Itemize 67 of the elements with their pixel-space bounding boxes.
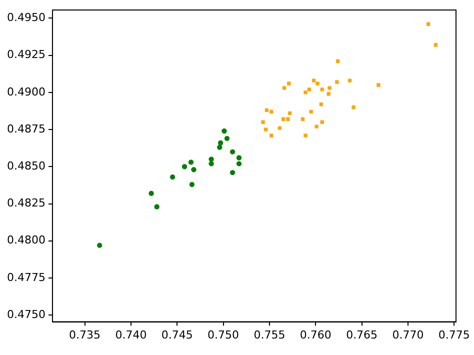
point [148, 190, 154, 196]
point [264, 128, 268, 132]
point [208, 156, 214, 162]
x-tick-label: 0.775 [438, 328, 470, 342]
y-tick-label: 0.4800 [6, 234, 46, 247]
point [230, 170, 236, 176]
point [326, 92, 330, 96]
x-tick-label: 0.765 [346, 328, 378, 342]
point [236, 155, 242, 160]
point [222, 128, 227, 134]
point [269, 110, 274, 114]
x-tick-label: 0.750 [208, 328, 240, 342]
point [376, 83, 380, 87]
point [170, 174, 176, 180]
y-tick-label: 0.4950 [6, 11, 46, 24]
point [348, 78, 352, 82]
point [286, 117, 290, 121]
x-tick-label: 0.760 [300, 328, 332, 342]
y-tick-label: 0.4775 [6, 270, 46, 284]
point [281, 117, 286, 121]
point [191, 167, 196, 172]
point [434, 43, 438, 47]
point [217, 144, 222, 150]
point [224, 136, 230, 142]
point [314, 124, 318, 128]
point [188, 160, 194, 165]
point [320, 88, 324, 92]
point [312, 78, 316, 82]
point [307, 88, 312, 92]
y-tick-label: 0.4850 [6, 160, 46, 172]
point [328, 86, 332, 90]
point [208, 161, 214, 166]
x-tick-label: 0.735 [69, 328, 101, 342]
point [320, 120, 324, 124]
x-tick-label: 0.745 [161, 328, 193, 342]
x-tick-label: 0.740 [115, 328, 147, 342]
point [426, 22, 430, 26]
x-tick-label: 0.770 [392, 328, 424, 342]
point [236, 161, 242, 166]
x-tick-label: 0.755 [254, 328, 286, 342]
point [287, 82, 291, 86]
point [264, 108, 269, 112]
point [352, 105, 356, 110]
point [288, 111, 292, 116]
y-tick-label: 0.4900 [6, 85, 46, 98]
point [96, 242, 102, 248]
point [182, 164, 188, 170]
point [278, 126, 282, 130]
y-tick-label: 0.4825 [6, 196, 46, 210]
point [335, 80, 339, 84]
point [218, 140, 224, 146]
point [300, 117, 305, 121]
point [282, 86, 286, 90]
point [189, 182, 195, 188]
point [319, 102, 324, 106]
point [336, 59, 340, 64]
point [261, 120, 265, 124]
y-tick-label: 0.4925 [6, 48, 46, 62]
point [304, 134, 308, 138]
y-tick-label: 0.4875 [6, 122, 46, 136]
point [309, 110, 313, 114]
point [269, 134, 274, 138]
y-tick-label: 0.4750 [6, 308, 46, 321]
point [154, 204, 160, 210]
point [304, 90, 308, 94]
point [316, 82, 320, 86]
point [230, 149, 236, 154]
